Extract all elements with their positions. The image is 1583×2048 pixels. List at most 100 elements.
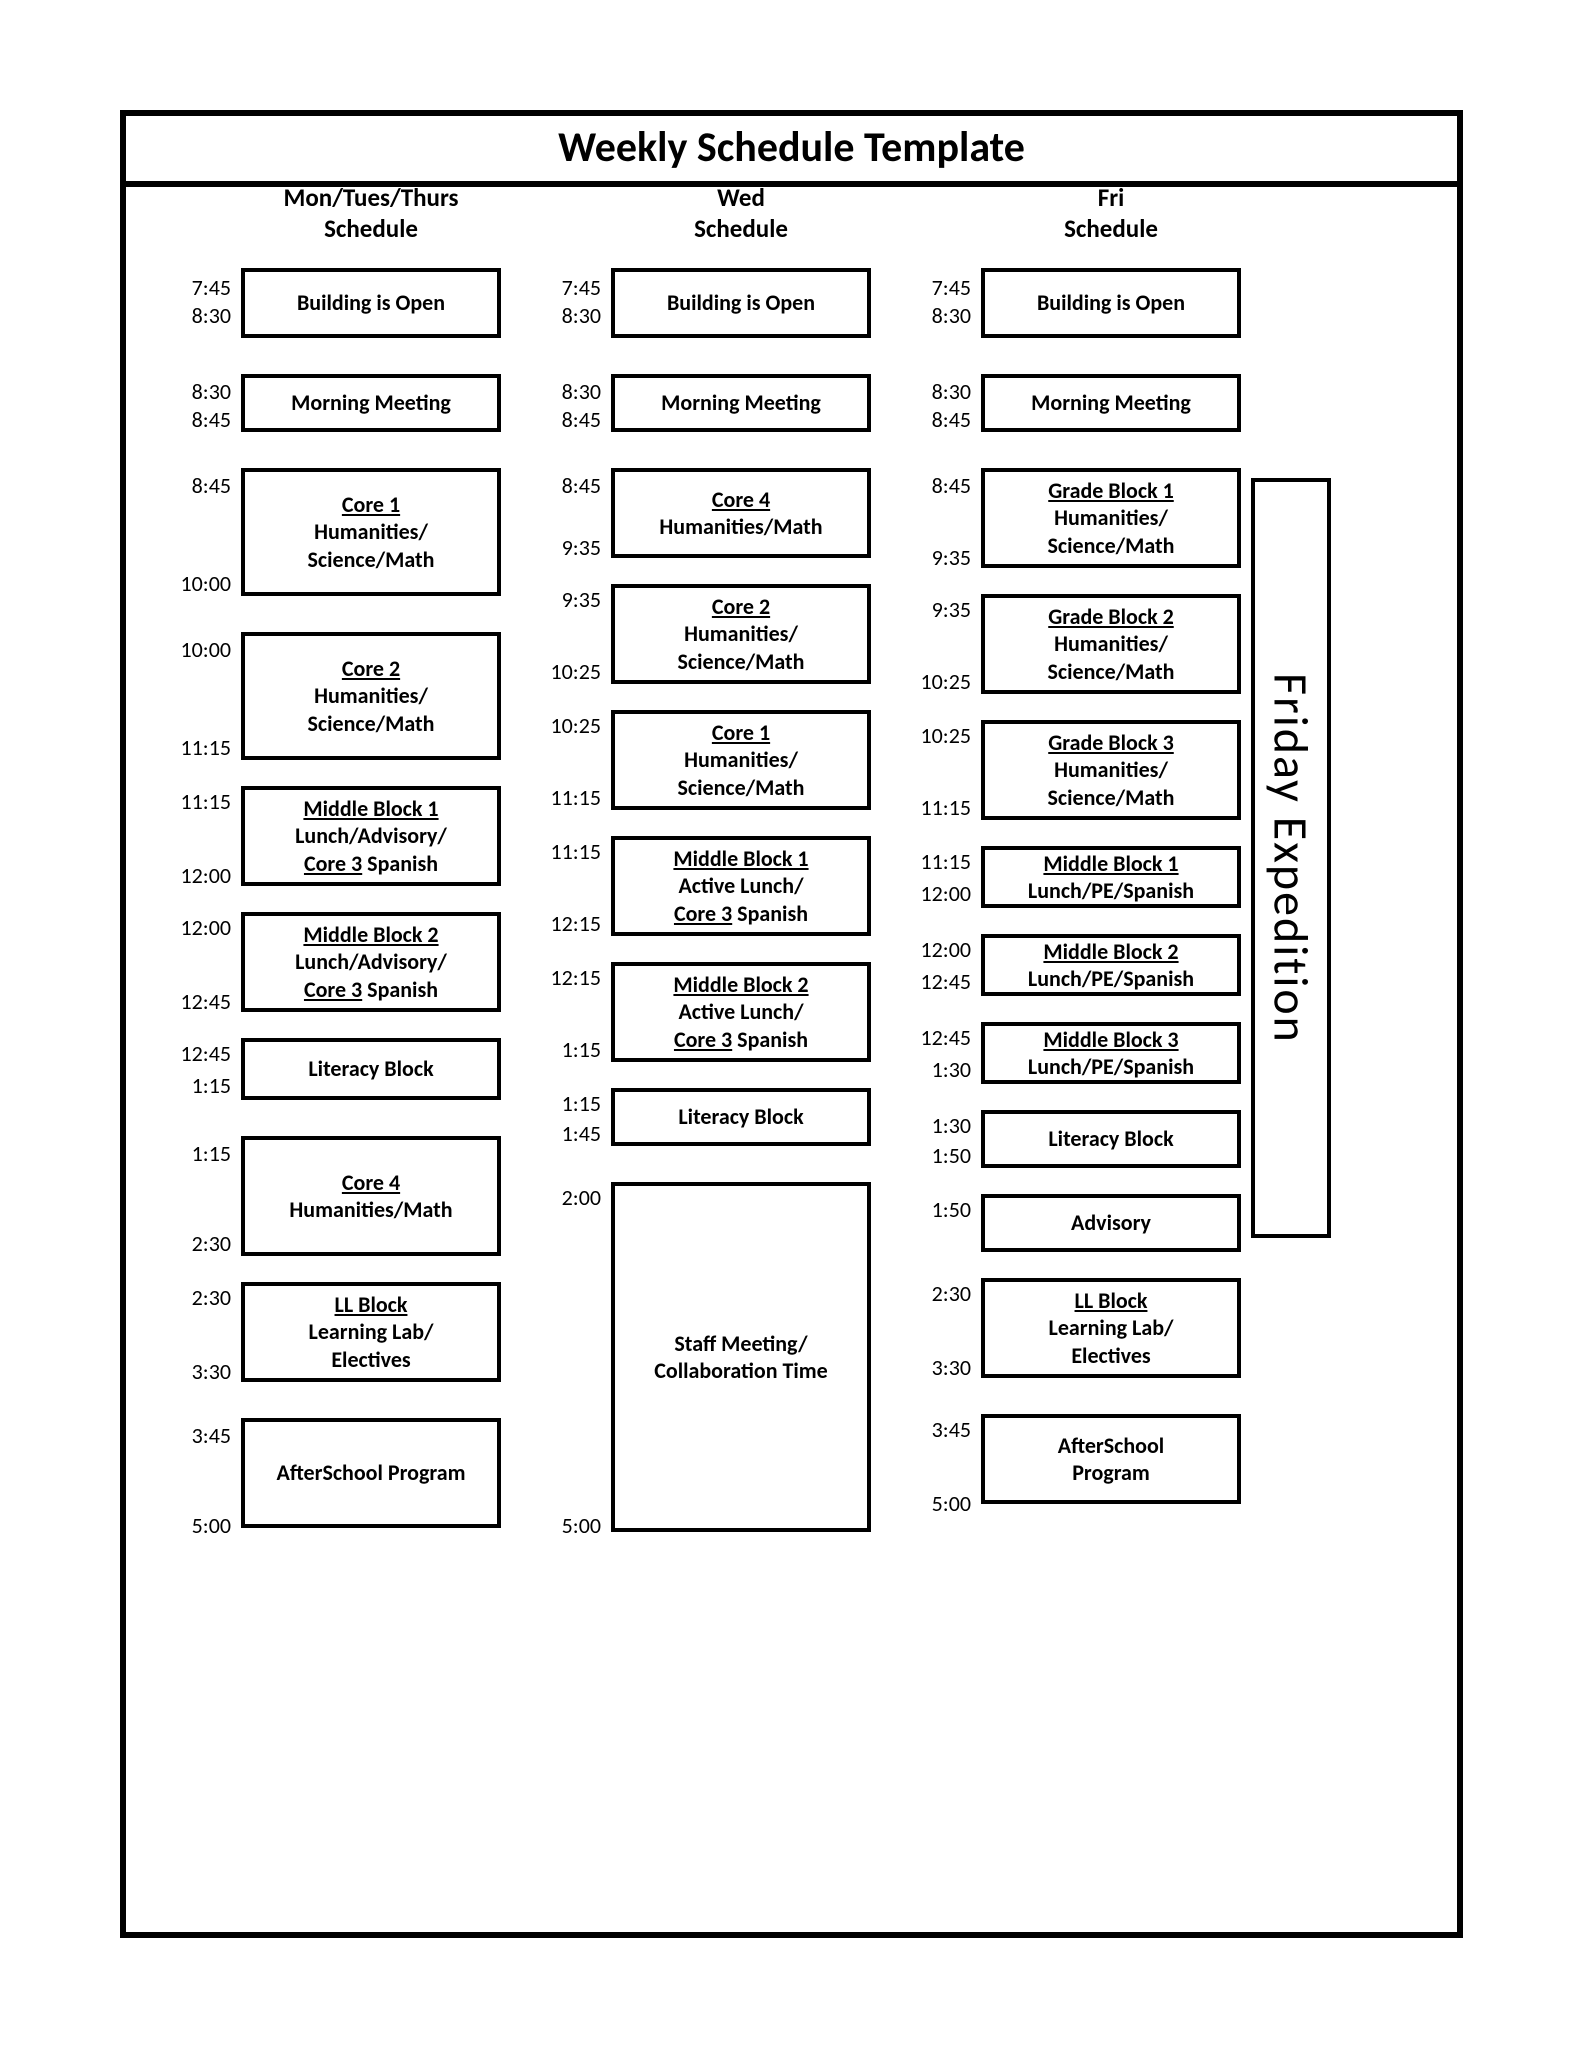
schedule-block: Middle Block 1Lunch/Advisory/Core 3 Span…	[241, 786, 501, 886]
block-line: Core 3 Spanish	[674, 1026, 808, 1054]
time-label-end: 8:30	[171, 302, 231, 329]
schedule-block: Core 1Humanities/Science/Math	[241, 468, 501, 596]
block-line: AfterSchool Program	[277, 1459, 466, 1487]
block-line: Core 3 Spanish	[674, 900, 808, 928]
time-label-end: 10:00	[171, 570, 231, 597]
column-header: FriSchedule	[981, 182, 1241, 245]
block-line: Lunch/Advisory/	[295, 948, 447, 976]
time-label-start: 1:30	[911, 1112, 971, 1139]
block-line: Humanities/	[1054, 630, 1168, 658]
schedule-block: LL BlockLearning Lab/Electives	[981, 1278, 1241, 1378]
block-line: Science/Math	[308, 710, 435, 738]
block-line: Lunch/PE/Spanish	[1028, 877, 1194, 905]
block-title: Middle Block 2	[673, 971, 808, 999]
block-line: Literacy Block	[1048, 1125, 1173, 1153]
schedule-block: Literacy Block	[981, 1110, 1241, 1168]
schedule-block: Staff Meeting/Collaboration Time	[611, 1182, 871, 1532]
page-title: Weekly Schedule Template	[126, 116, 1457, 187]
time-label-end: 11:15	[541, 784, 601, 811]
time-label-start: 2:30	[911, 1280, 971, 1307]
block-line: Literacy Block	[678, 1103, 803, 1131]
block-line: Humanities/Math	[659, 513, 822, 541]
block-title: Core 1	[712, 719, 770, 747]
time-label-start: 7:45	[541, 274, 601, 301]
schedule-block: Building is Open	[981, 268, 1241, 338]
time-label-start: 10:00	[171, 636, 231, 663]
block-title: Core 1	[342, 491, 400, 519]
time-label-end: 12:00	[911, 880, 971, 907]
time-label-start: 10:25	[541, 712, 601, 739]
time-label-start: 2:30	[171, 1284, 231, 1311]
time-label-end: 11:15	[911, 794, 971, 821]
block-line: Building is Open	[297, 289, 445, 317]
time-label-start: 8:30	[911, 378, 971, 405]
time-label-start: 9:35	[911, 596, 971, 623]
schedule-block: Middle Block 1Lunch/PE/Spanish	[981, 846, 1241, 908]
column-header: Mon/Tues/ThursSchedule	[241, 182, 501, 245]
schedule-block: Core 2Humanities/Science/Math	[611, 584, 871, 684]
schedule-block: Literacy Block	[611, 1088, 871, 1146]
time-label-start: 12:15	[541, 964, 601, 991]
block-title: LL Block	[335, 1291, 408, 1319]
time-label-start: 12:00	[171, 914, 231, 941]
block-title: Grade Block 1	[1048, 477, 1174, 505]
time-label-start: 8:45	[171, 472, 231, 499]
block-line: Science/Math	[1048, 532, 1175, 560]
schedule-block: Core 1Humanities/Science/Math	[611, 710, 871, 810]
block-title: Core 2	[712, 593, 770, 621]
time-label-end: 5:00	[911, 1490, 971, 1517]
time-label-end: 3:30	[911, 1354, 971, 1381]
block-line: Science/Math	[678, 648, 805, 676]
block-line: Science/Math	[1048, 658, 1175, 686]
time-label-end: 1:50	[911, 1142, 971, 1169]
time-label-end: 1:45	[541, 1120, 601, 1147]
time-label-start: 2:00	[541, 1184, 601, 1211]
block-title: Core 2	[342, 655, 400, 683]
schedule-block: Grade Block 1Humanities/Science/Math	[981, 468, 1241, 568]
block-line: Program	[1072, 1459, 1150, 1487]
outer-frame: Weekly Schedule Template Mon/Tues/ThursS…	[120, 110, 1463, 1938]
time-label-start: 1:15	[541, 1090, 601, 1117]
column-header: WedSchedule	[611, 182, 871, 245]
time-label-end: 8:45	[911, 406, 971, 433]
block-title: LL Block	[1075, 1287, 1148, 1315]
block-line: Learning Lab/	[1049, 1314, 1174, 1342]
time-label-end: 9:35	[911, 544, 971, 571]
schedule-block: Grade Block 3Humanities/Science/Math	[981, 720, 1241, 820]
time-label-start: 8:45	[911, 472, 971, 499]
time-label-end: 5:00	[541, 1512, 601, 1539]
time-label-start: 12:45	[171, 1040, 231, 1067]
block-line: Collaboration Time	[654, 1357, 828, 1385]
block-line: Electives	[1071, 1342, 1150, 1370]
schedule-block: Morning Meeting	[981, 374, 1241, 432]
block-line: Humanities/	[314, 518, 428, 546]
column-header-line1: Wed	[717, 182, 765, 213]
time-label-start: 8:30	[541, 378, 601, 405]
schedule-block: Building is Open	[611, 268, 871, 338]
time-label-end: 12:45	[911, 968, 971, 995]
block-title: Grade Block 2	[1048, 603, 1174, 631]
schedule-block: Middle Block 2Lunch/PE/Spanish	[981, 934, 1241, 996]
block-line: Morning Meeting	[661, 389, 821, 417]
time-label-start: 8:30	[171, 378, 231, 405]
schedule-block: AfterSchoolProgram	[981, 1414, 1241, 1504]
time-label-start: 11:15	[171, 788, 231, 815]
schedule-block: Literacy Block	[241, 1038, 501, 1100]
block-title: Core 4	[342, 1169, 400, 1197]
time-label-end: 10:25	[911, 668, 971, 695]
block-line: Science/Math	[1048, 784, 1175, 812]
time-label-start: 11:15	[911, 848, 971, 875]
schedule-block: Middle Block 1Active Lunch/Core 3 Spanis…	[611, 836, 871, 936]
column-header-line2: Schedule	[324, 213, 418, 244]
time-label-start: 7:45	[171, 274, 231, 301]
block-line: Morning Meeting	[1031, 389, 1191, 417]
time-label-end: 1:15	[171, 1072, 231, 1099]
time-label-start: 10:25	[911, 722, 971, 749]
block-line: Humanities/	[1054, 756, 1168, 784]
block-line: Building is Open	[667, 289, 815, 317]
schedule-body: Mon/Tues/ThursScheduleWedScheduleFriSche…	[126, 178, 1457, 1932]
block-line: Science/Math	[678, 774, 805, 802]
schedule-block: Middle Block 3Lunch/PE/Spanish	[981, 1022, 1241, 1084]
schedule-block: Grade Block 2Humanities/Science/Math	[981, 594, 1241, 694]
block-line: Humanities/Math	[289, 1196, 452, 1224]
